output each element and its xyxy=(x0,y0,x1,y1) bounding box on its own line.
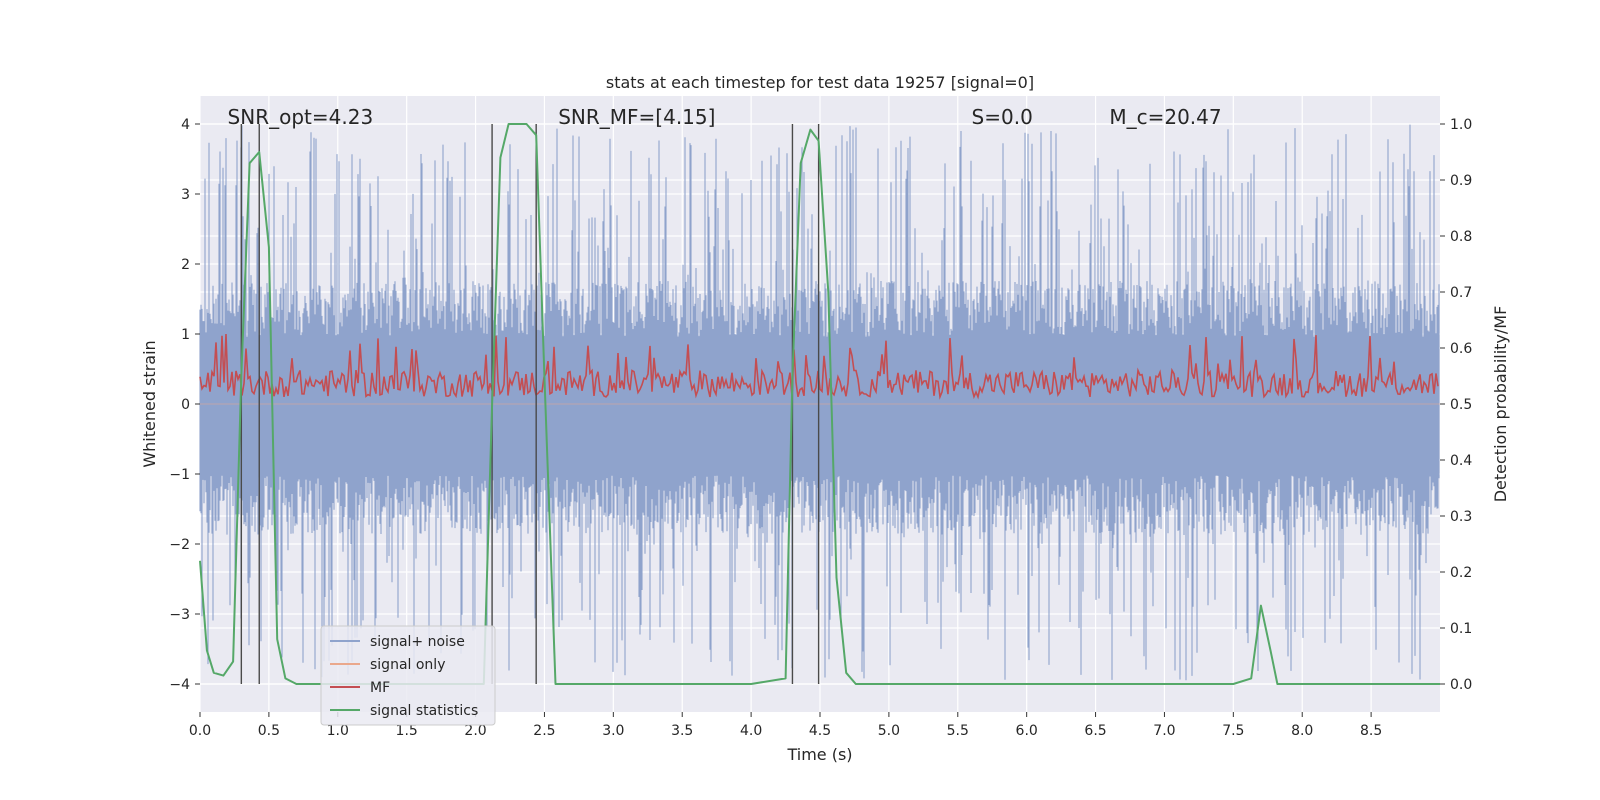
y-tick-label: 1 xyxy=(181,327,190,343)
y-tick-label: −1 xyxy=(169,467,190,483)
y-right-tick-label: 0.7 xyxy=(1450,285,1472,301)
legend-label-signal-noise: signal+ noise xyxy=(370,634,465,650)
y-right-tick-label: 0.5 xyxy=(1450,397,1472,413)
y-axis-label: Whitened strain xyxy=(140,340,159,467)
x-tick-label: 0.5 xyxy=(258,723,280,739)
x-tick-label: 4.0 xyxy=(740,723,762,739)
x-tick-label: 5.5 xyxy=(947,723,969,739)
legend: signal+ noise signal only MF signal stat… xyxy=(321,626,495,725)
y-right-tick-labels: 0.0 0.1 0.2 0.3 0.4 0.5 0.6 0.7 0.8 0.9 1.0 xyxy=(1440,117,1472,693)
legend-label-signal-only: signal only xyxy=(370,657,445,673)
legend-label-mf: MF xyxy=(370,680,390,696)
y-right-tick-label: 0.4 xyxy=(1450,453,1472,469)
y-right-tick-label: 0.9 xyxy=(1450,173,1472,189)
legend-label-signal-statistics: signal statistics xyxy=(370,703,478,719)
chart-title: stats at each timestep for test data 192… xyxy=(606,73,1034,92)
x-tick-label: 8.0 xyxy=(1291,723,1313,739)
y-right-tick-label: 0.2 xyxy=(1450,565,1472,581)
x-tick-label: 7.5 xyxy=(1222,723,1244,739)
x-tick-label: 0.0 xyxy=(189,723,211,739)
x-tick-label: 5.0 xyxy=(878,723,900,739)
y-tick-label: 3 xyxy=(181,187,190,203)
x-tick-label: 3.0 xyxy=(602,723,624,739)
y-tick-labels: −4 −3 −2 −1 0 1 2 3 4 xyxy=(169,117,200,693)
y-right-tick-label: 1.0 xyxy=(1450,117,1472,133)
chart-annotation: SNR_opt=4.23 xyxy=(228,105,374,129)
y-right-tick-label: 0.6 xyxy=(1450,341,1472,357)
x-tick-label: 4.5 xyxy=(809,723,831,739)
y-tick-label: 0 xyxy=(181,397,190,413)
chart-annotation: SNR_MF=[4.15] xyxy=(558,105,715,129)
y-right-tick-label: 0.1 xyxy=(1450,621,1472,637)
chart-annotation: M_c=20.47 xyxy=(1109,105,1221,129)
y-right-tick-label: 0.3 xyxy=(1450,509,1472,525)
x-tick-label: 8.5 xyxy=(1360,723,1382,739)
x-tick-label: 6.5 xyxy=(1084,723,1106,739)
x-tick-label: 2.5 xyxy=(533,723,555,739)
y-right-tick-label: 0.0 xyxy=(1450,677,1472,693)
x-tick-label: 7.0 xyxy=(1153,723,1175,739)
y-tick-label: 2 xyxy=(181,257,190,273)
chart-annotation: S=0.0 xyxy=(972,105,1033,129)
y-tick-label: −3 xyxy=(169,607,190,623)
y-right-axis-label: Detection probability/MF xyxy=(1491,306,1510,503)
y-tick-label: −2 xyxy=(169,537,190,553)
x-axis-label: Time (s) xyxy=(786,745,852,764)
y-tick-label: −4 xyxy=(169,677,190,693)
y-right-tick-label: 0.8 xyxy=(1450,229,1472,245)
y-tick-label: 4 xyxy=(181,117,190,133)
x-tick-label: 3.5 xyxy=(671,723,693,739)
x-tick-label: 6.0 xyxy=(1016,723,1038,739)
